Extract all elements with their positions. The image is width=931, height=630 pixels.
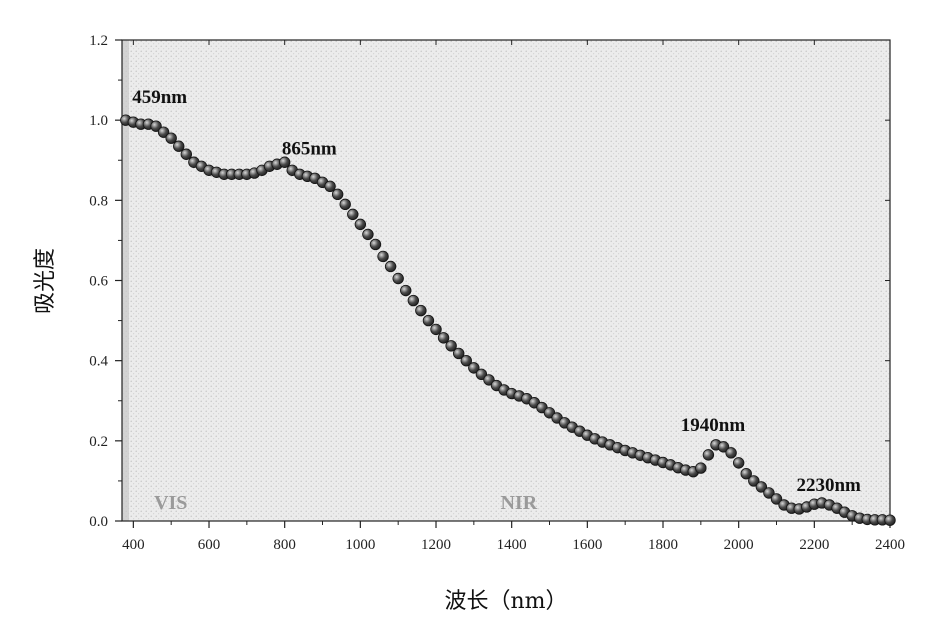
data-point [748, 475, 760, 487]
data-point [763, 487, 775, 499]
x-tick-label: 1800 [648, 537, 678, 553]
data-point [354, 218, 367, 231]
data-point [770, 493, 783, 505]
data-point [884, 514, 896, 526]
data-point [740, 468, 752, 480]
x-tick-label: 1000 [345, 537, 375, 553]
data-point [392, 272, 404, 285]
y-axis-title: 吸光度 [33, 248, 58, 314]
data-point [732, 457, 745, 469]
region-label-nir: NIR [500, 492, 537, 514]
vis-strip [122, 40, 129, 521]
x-tick-label: 2400 [875, 537, 905, 553]
data-point [695, 462, 707, 474]
data-point [173, 140, 185, 152]
data-point [384, 260, 397, 273]
data-point [400, 284, 412, 297]
data-point [453, 347, 465, 360]
peak-label-2230nm: 2230nm [796, 475, 861, 496]
data-point [339, 198, 351, 211]
y-tick-label: 0.6 [89, 274, 108, 290]
data-point [437, 332, 450, 344]
data-point [483, 374, 495, 386]
x-tick-label: 800 [273, 537, 296, 553]
y-tick-label: 1.0 [89, 113, 108, 129]
x-tick-label: 600 [198, 537, 221, 553]
data-point [430, 323, 442, 336]
y-axis-ticks: 0.0 0.2 0.4 0.6 0.8 1.0 1.2 [89, 33, 890, 530]
data-point [717, 441, 730, 453]
y-tick-label: 0.2 [89, 434, 108, 450]
x-tick-label: 2200 [799, 537, 829, 553]
data-point [150, 120, 162, 132]
data-point [755, 481, 768, 493]
region-labels: VIS NIR [154, 492, 538, 514]
x-tick-label: 1600 [572, 537, 602, 553]
data-point [445, 340, 457, 352]
peak-label-1940nm: 1940nm [681, 415, 746, 436]
data-point [468, 362, 480, 374]
data-point [369, 238, 382, 251]
x-tick-label: 400 [122, 537, 145, 553]
data-point [422, 314, 435, 327]
data-point [475, 368, 488, 380]
data-point [377, 250, 389, 263]
plot-background [122, 40, 890, 521]
y-tick-label: 0.8 [89, 193, 108, 209]
data-point [165, 132, 177, 144]
data-point [180, 148, 193, 160]
data-point [347, 208, 359, 221]
x-tick-label: 2000 [724, 537, 754, 553]
data-point [331, 188, 344, 201]
data-point [407, 294, 420, 307]
data-point [324, 180, 336, 193]
x-axis-ticks: 400 600 800 1000 1200 1400 1600 1800 2000 2200 240… [122, 40, 905, 553]
data-series-absorbance [120, 114, 896, 526]
data-point [702, 449, 715, 461]
data-point [157, 126, 170, 138]
peak-annotations: 459nm 865nm 1940nm 2230nm [132, 87, 861, 496]
data-point [460, 354, 472, 367]
peak-label-865nm: 865nm [282, 138, 337, 159]
data-point [362, 228, 374, 241]
data-point [725, 447, 737, 459]
y-tick-label: 0.4 [89, 354, 108, 370]
x-tick-label: 1200 [421, 537, 451, 553]
peak-label-459nm: 459nm [132, 87, 187, 108]
data-point [278, 156, 291, 168]
x-axis-title: 波长（nm） [444, 589, 567, 614]
y-tick-label: 0.0 [89, 514, 108, 530]
data-point [415, 304, 427, 317]
region-label-vis: VIS [154, 492, 187, 514]
y-tick-label: 1.2 [89, 33, 108, 49]
x-tick-label: 1400 [497, 537, 527, 553]
